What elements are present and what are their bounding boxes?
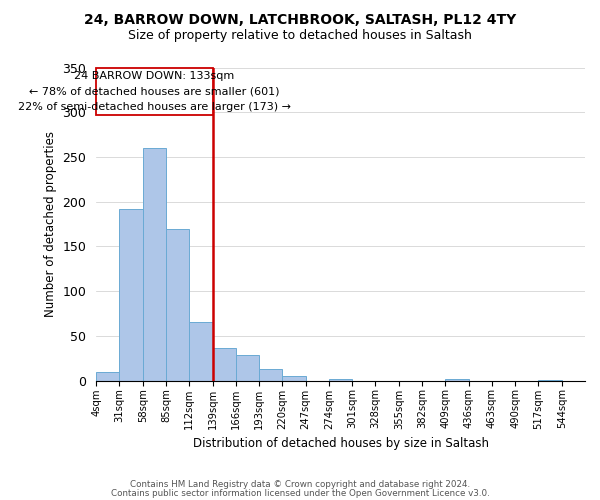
Bar: [212, 348, 236, 380]
Bar: [143, 148, 166, 380]
Text: Contains HM Land Registry data © Crown copyright and database right 2024.: Contains HM Land Registry data © Crown c…: [130, 480, 470, 489]
Bar: [445, 379, 469, 380]
Bar: [283, 376, 305, 380]
Bar: [96, 372, 119, 380]
FancyBboxPatch shape: [96, 68, 212, 115]
Text: Size of property relative to detached houses in Saltash: Size of property relative to detached ho…: [128, 29, 472, 42]
Bar: [259, 369, 283, 380]
Bar: [236, 354, 259, 380]
Text: Contains public sector information licensed under the Open Government Licence v3: Contains public sector information licen…: [110, 488, 490, 498]
X-axis label: Distribution of detached houses by size in Saltash: Distribution of detached houses by size …: [193, 437, 488, 450]
Y-axis label: Number of detached properties: Number of detached properties: [44, 131, 57, 317]
Text: 24, BARROW DOWN, LATCHBROOK, SALTASH, PL12 4TY: 24, BARROW DOWN, LATCHBROOK, SALTASH, PL…: [84, 12, 516, 26]
Bar: [329, 379, 352, 380]
Bar: [166, 228, 189, 380]
Bar: [189, 322, 212, 380]
Text: 24 BARROW DOWN: 133sqm
← 78% of detached houses are smaller (601)
22% of semi-de: 24 BARROW DOWN: 133sqm ← 78% of detached…: [18, 70, 291, 112]
Bar: [119, 209, 143, 380]
